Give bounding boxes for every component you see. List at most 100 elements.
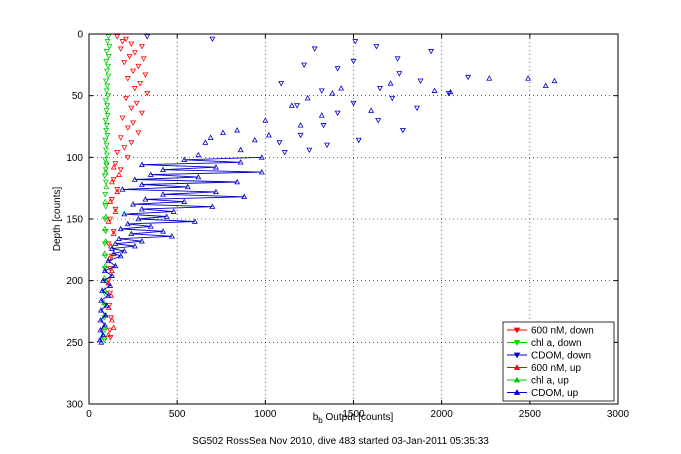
data-point [237,159,244,165]
data-point [102,167,109,173]
data-point [101,267,108,274]
data-point [387,80,394,86]
data-point [105,280,112,286]
data-point [105,257,112,264]
data-point [102,98,109,104]
data-point [241,193,248,200]
data-point [138,44,145,50]
data-point [212,164,219,170]
data-point [102,312,109,318]
data-point [306,147,313,154]
data-point [112,208,119,214]
data-point [97,317,104,323]
data-point [104,83,111,89]
data-point [114,188,121,195]
data-point [417,78,424,84]
data-point [103,162,110,168]
data-point [110,250,117,256]
data-point [98,297,105,303]
data-point [128,140,135,146]
data-point [399,127,406,134]
data-point [138,238,145,244]
data-point [117,135,124,141]
data-point [117,167,124,173]
series-6 [96,154,265,345]
y-tick-label: 150 [66,215,83,226]
data-point [114,187,121,193]
y-tick-label: 0 [77,30,83,41]
data-point [375,118,382,124]
data-point [104,113,111,119]
data-point [115,235,122,241]
data-point [394,56,401,62]
data-point [107,198,114,204]
data-point [117,252,124,259]
data-point [102,118,109,124]
data-point [212,188,219,195]
data-point [130,120,137,126]
legend-box [502,321,615,402]
data-point [112,240,119,246]
data-point [102,78,109,84]
data-point [105,93,112,99]
data-point [135,63,142,70]
data-point [110,230,117,237]
x-tick-label: 3000 [607,409,630,420]
data-point [128,41,135,47]
data-point [108,245,115,251]
data-point [130,68,137,75]
data-point [105,63,112,70]
data-point [447,88,454,95]
series-1 [101,34,113,343]
data-point [103,108,110,114]
data-point [103,123,110,129]
data-point [103,127,110,134]
data-point [102,137,109,144]
data-point [104,39,111,45]
data-point [104,103,111,109]
data-point [191,218,198,224]
data-point [131,176,138,182]
data-point [202,139,209,145]
x-tick-label: 2500 [519,409,542,420]
data-point [338,85,345,91]
data-point [104,68,110,75]
data-point [124,155,131,161]
legend-swatch-marker [513,364,521,370]
data-point [112,206,119,213]
legend-swatch-marker [513,340,521,346]
data-point [368,107,375,113]
data-point [102,147,109,154]
data-point [281,150,288,156]
data-point [105,278,112,284]
x-axis-label-subscript: b [318,416,323,425]
data-point [324,142,331,149]
data-point [318,112,325,118]
data-point [102,192,109,198]
data-point [131,86,138,92]
data-point [135,215,142,222]
data-point [103,159,110,165]
axis-ticks: 0 500 1000 1500 2000 2500 3000 0 50 100 150 200 250 3… [66,30,629,421]
figure-footer: SG502 RossSea Nov 2010, dive 483 started… [192,436,489,447]
data-point [103,49,110,55]
x-axis-label: bb Output [counts] [313,412,394,425]
data-point [107,216,114,223]
series-2 [144,34,472,156]
data-point [147,171,154,177]
data-point [108,178,115,185]
data-point [301,62,308,68]
data-point [98,307,104,313]
data-point [142,72,149,78]
data-point [102,253,109,260]
data-point [101,337,108,343]
data-point [103,88,110,94]
data-point [389,95,396,102]
data-point [105,73,112,80]
data-point [276,140,283,146]
data-point [102,204,109,210]
data-point [102,216,109,223]
data-point [525,75,532,81]
y-tick-label: 300 [66,400,83,411]
data-point [304,95,311,101]
